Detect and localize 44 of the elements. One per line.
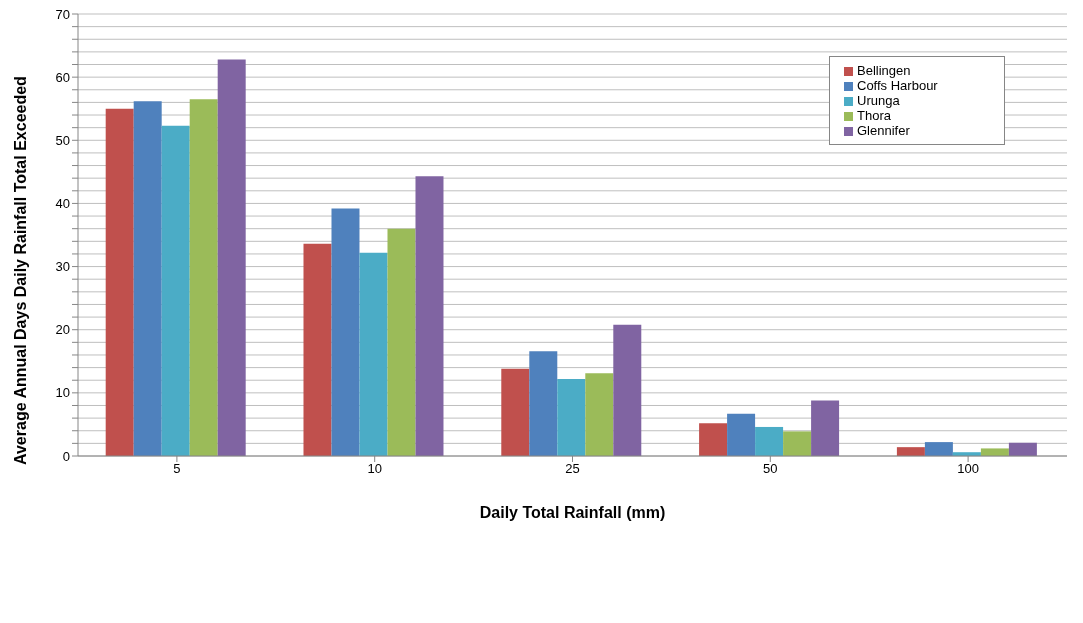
y-tick-label: 0	[62, 448, 70, 464]
bar	[303, 243, 332, 456]
legend-label: Coffs Harbour	[857, 78, 938, 93]
bar	[133, 101, 162, 456]
legend-label: Urunga	[857, 93, 900, 108]
legend-label: Thora	[857, 108, 891, 123]
y-tick-label: 40	[55, 196, 70, 212]
bar	[1008, 442, 1037, 456]
bar	[896, 447, 925, 456]
bar	[980, 448, 1009, 456]
x-tick-label: 25	[565, 461, 580, 477]
bar	[557, 378, 586, 456]
bar	[585, 373, 614, 456]
bar	[727, 413, 756, 456]
bar	[811, 400, 840, 456]
legend-label: Glennifer	[857, 123, 910, 138]
legend-label: Bellingen	[857, 63, 911, 78]
bar	[415, 176, 444, 456]
y-axis-title: Average Annual Days Daily Rainfall Total Exceeded	[11, 76, 29, 465]
x-tick-label: 10	[367, 461, 382, 477]
bar	[387, 228, 416, 456]
x-axis-title: Daily Total Rainfall (mm)	[479, 504, 666, 521]
bar	[529, 351, 558, 456]
bar	[755, 426, 784, 456]
bar	[783, 431, 812, 456]
bar	[359, 252, 388, 456]
bar	[105, 108, 134, 456]
bar	[331, 208, 360, 456]
x-tick-label: 5	[173, 461, 181, 477]
bar	[924, 442, 953, 456]
y-tick-label: 50	[55, 132, 70, 148]
bar	[217, 59, 246, 456]
bar	[189, 99, 218, 456]
bar	[161, 125, 190, 456]
y-tick-label: 30	[55, 259, 70, 275]
y-tick-label: 20	[55, 322, 70, 338]
x-tick-label: 100	[957, 461, 979, 477]
x-tick-label: 50	[763, 461, 778, 477]
bar	[699, 423, 728, 456]
y-tick-label: 70	[55, 6, 70, 22]
bar	[501, 368, 530, 456]
bar	[613, 324, 642, 456]
y-tick-label: 10	[55, 385, 70, 401]
y-tick-label: 60	[55, 69, 70, 85]
